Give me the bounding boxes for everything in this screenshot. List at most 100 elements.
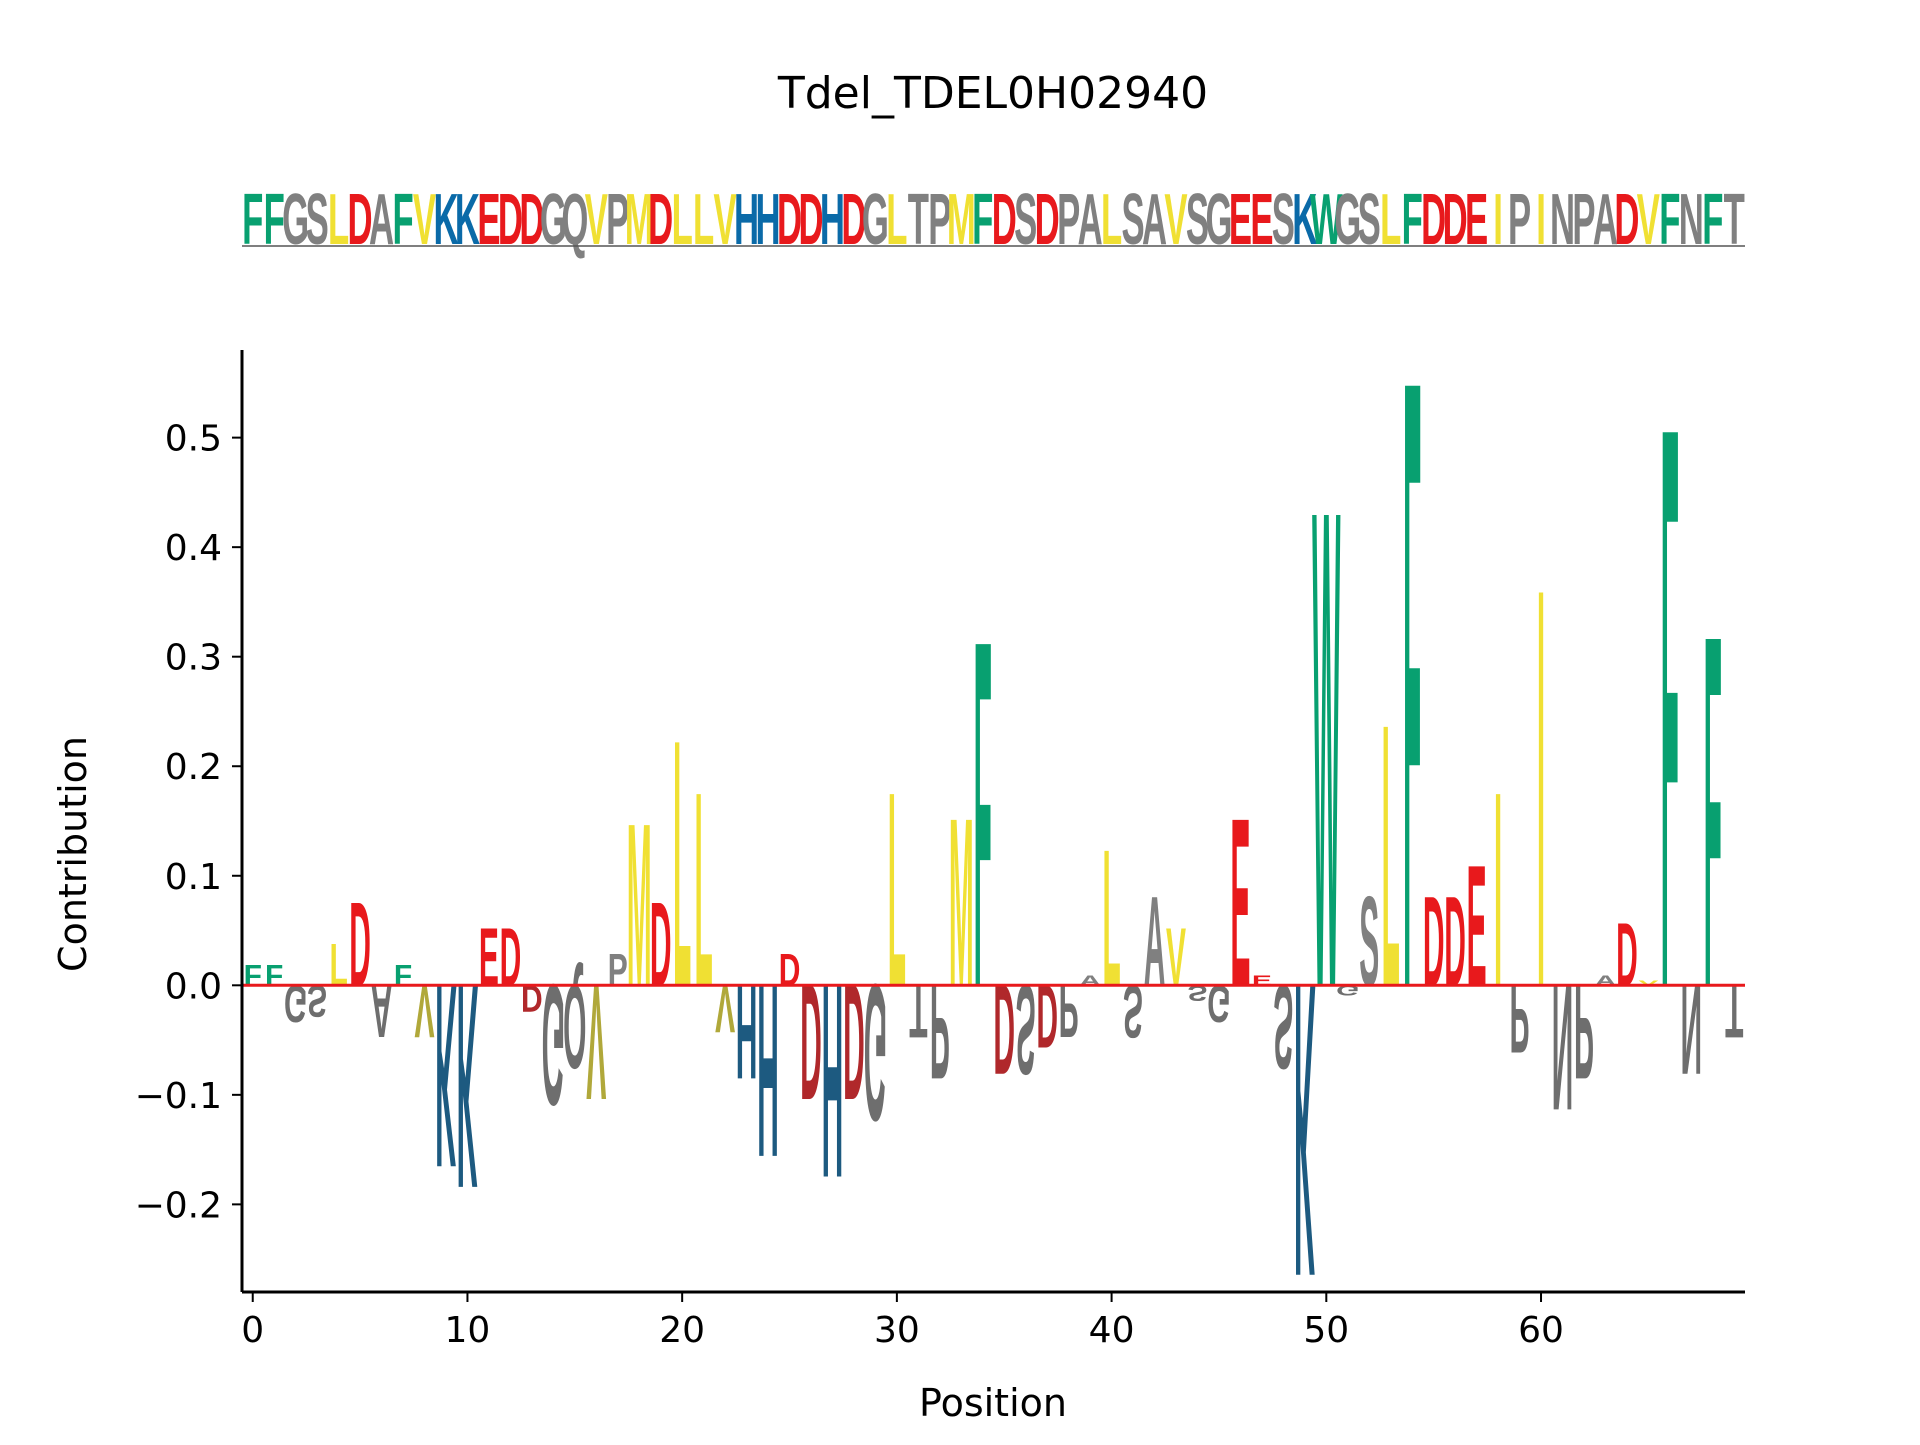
logo-letter: F [1704,529,1722,1092]
sequence-letter: F [1659,179,1680,259]
logo-letter: L [673,667,691,1062]
sequence-letter: G [1205,179,1232,259]
logo-letter: N [1552,946,1574,1147]
logo-letter: F [1403,197,1421,1171]
logo-letter: N [1680,958,1702,1101]
sequence-letter: T [1724,179,1745,259]
logo-letter: P [608,945,628,996]
logo-letter: T [1725,968,1743,1052]
logo-letter: D [1036,965,1058,1066]
y-tick-label: −0.2 [135,1185,222,1226]
sequence-letter: P [1572,179,1595,259]
sequence-letter: N [1679,179,1704,259]
sequence-letter: P [1057,179,1080,259]
plot-area: F F G SL D A F V K K E D DGQ V PMD L L V H H D D H DGL T PM F D S D P A… [135,197,1745,1351]
logo-letter: A [1144,870,1166,1013]
sequence-letter: F [392,179,413,259]
logo-letter: D [1444,870,1466,1013]
logo-letter: F [265,959,283,992]
y-tick-label: 0.5 [165,419,222,460]
sequence-letter: D [1614,179,1639,259]
logo-letter: P [1574,956,1594,1108]
sequence-letter: A [1142,179,1167,259]
logo-letter: L [694,734,712,1045]
sequence-letter: D [648,179,673,259]
x-tick-label: 10 [445,1310,491,1351]
logo-letter: E [1230,769,1250,1037]
logo-letter: D [1616,905,1638,1006]
logo-letter: D [521,976,543,1018]
y-tick-label: 0.3 [165,638,222,679]
logo-letter: L [888,734,906,1045]
logo-letter: D [779,945,801,996]
logo-letter: A [371,968,393,1052]
sequence-letter: L [328,179,349,259]
sequence-letter: P [928,179,951,259]
logo-letter: P [930,956,950,1108]
sequence-letter: L [1101,179,1122,259]
logo-letter: F [394,959,412,992]
logo-letter: D [993,958,1015,1101]
logo-letter: D [650,877,672,1011]
x-tick-label: 20 [659,1310,705,1351]
logo-marks: F F G SL D A F V K K E D DGQ V PMD L L V H H D D H DGL T PM F D S D P A… [244,197,1744,1292]
sequence-letter: S [1014,179,1037,259]
sequence-letter: T [908,179,929,259]
logo-letter: V [586,949,606,1134]
logo-letter: W [1312,366,1341,1130]
logo-letter: P [1059,968,1079,1052]
sequence-letter: E [1465,179,1488,259]
chart-title: Tdel_TDEL0H02940 [777,68,1208,119]
sequence-letter: L [886,179,907,259]
sequence-letter: V [714,179,737,259]
sequence-letter: L [693,179,714,259]
logo-letter: G [542,948,565,1140]
sequence-letter: F [264,179,285,259]
sequence-letter: I [1536,179,1546,259]
logo-letter: F [1661,257,1679,1156]
logo-letter: H [736,956,758,1108]
logo-letter: K [457,922,479,1250]
logo-letter: T [909,968,927,1052]
logo-letter: S [1359,870,1379,1013]
x-tick-label: 40 [1089,1310,1135,1351]
sequence-letter: G [1334,179,1361,259]
logo-letter: V [715,970,735,1045]
logo-letter: D [1423,870,1445,1013]
logo-letter: E [479,912,499,1004]
sequence-letter: D [1443,179,1468,259]
sequence-letter: G [282,179,309,259]
sequence-letter: E [1250,179,1273,259]
sequence-letter: A [369,179,394,259]
sequence-letter: I [1493,179,1503,259]
logo-letter: H [757,932,779,1209]
sequence-letter: F [242,179,263,259]
sequence-letter: D [1035,179,1060,259]
logo-letter: P [1510,964,1530,1072]
y-tick-label: 0.4 [165,528,222,569]
logo-letter: G [284,973,307,1032]
y-tick-label: 0.0 [165,966,222,1007]
sequence-letter: G [862,179,889,259]
sequence-letter: F [1702,179,1723,259]
sequence-letter: S [1186,179,1209,259]
y-axis-label: Contribution [51,736,95,972]
logo-letter: M [949,769,974,1037]
sequence-letter: L [1380,179,1401,259]
x-axis-label: Position [919,1381,1067,1425]
y-tick-label: 0.2 [165,747,222,788]
logo-letter: G [864,943,887,1161]
x-tick-label: 0 [241,1310,264,1351]
sequence-letter: E [1229,179,1252,259]
logo-letter: S [307,975,327,1026]
logo-letter: I [1537,468,1545,1106]
logo-letter: D [843,949,865,1134]
logo-letter: D [500,912,522,1004]
logo-letter: L [329,932,347,999]
sequence-letter: V [413,179,436,259]
sequence-letter: D [992,179,1017,259]
logo-letter: V [415,968,435,1052]
sequence-letter: S [1358,179,1381,259]
